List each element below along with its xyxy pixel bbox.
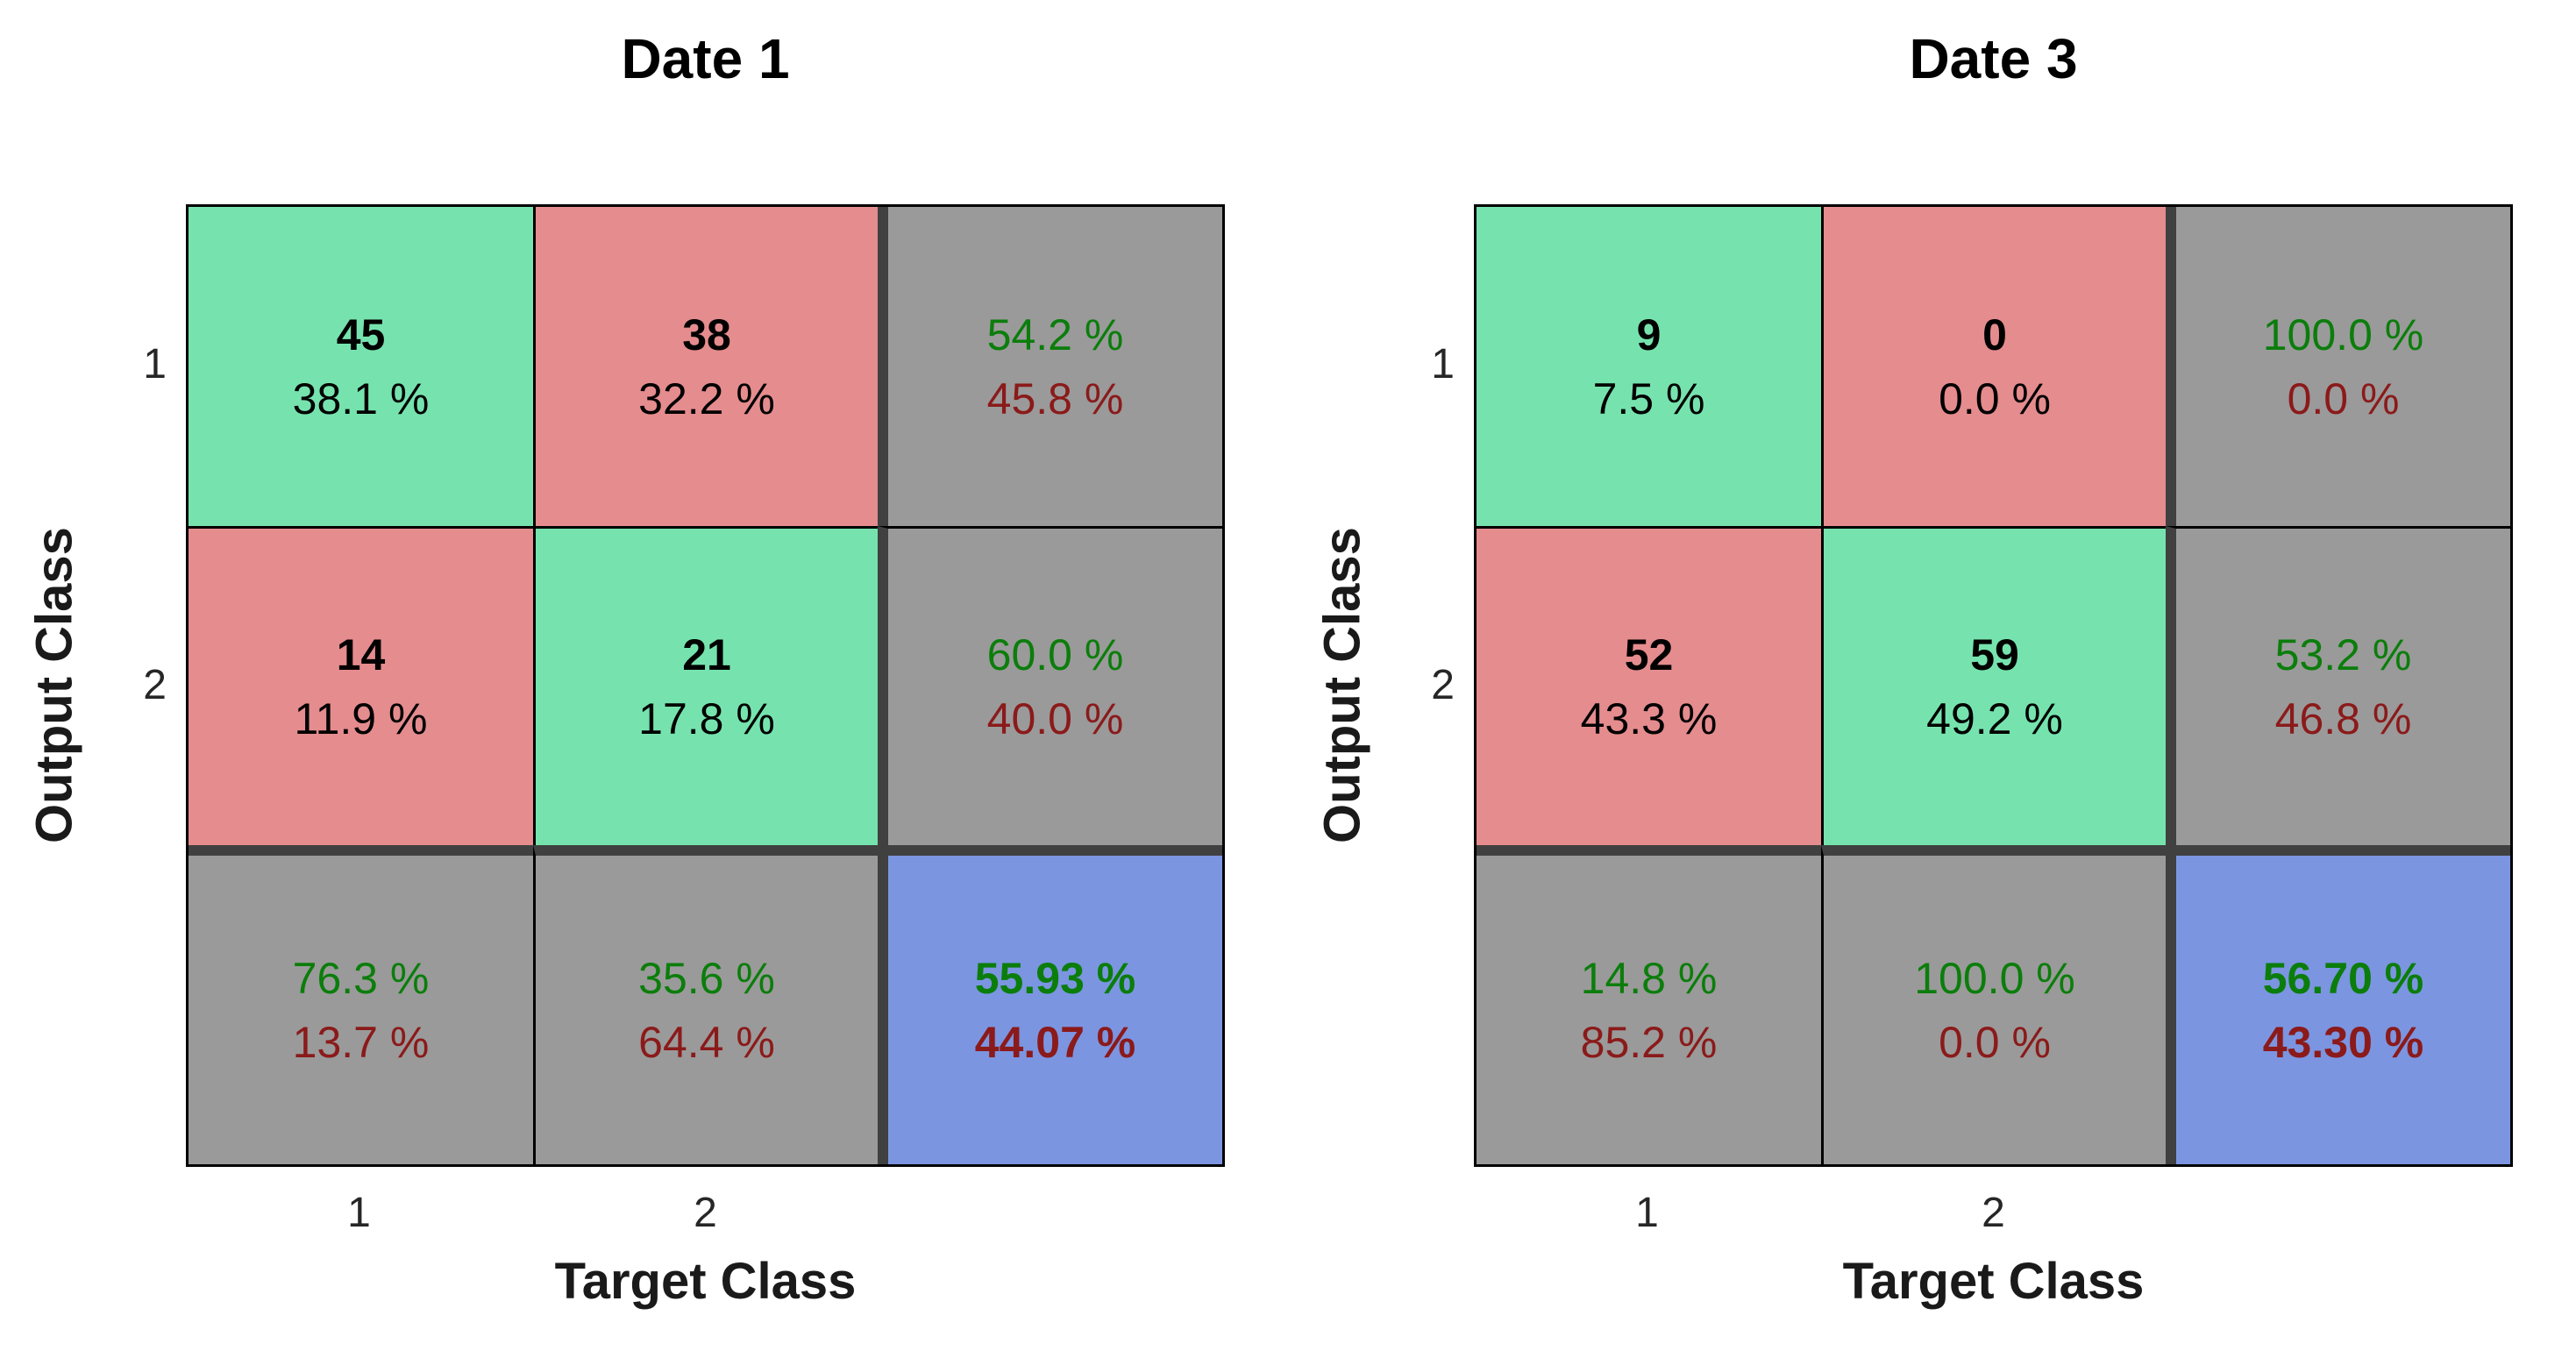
cell-r2-row-summary: 53.2 % 46.8 % — [2166, 526, 2510, 845]
overall-error: 44.07 % — [974, 1017, 1136, 1067]
summary-positive: 53.2 % — [2274, 630, 2412, 679]
summary-negative: 46.8 % — [2274, 694, 2412, 743]
cell-count: 59 — [1970, 630, 2019, 679]
overall-error: 43.30 % — [2262, 1017, 2424, 1067]
summary-negative: 45.8 % — [986, 373, 1124, 423]
cell-percent: 11.9 % — [294, 694, 428, 743]
cell-r1c2-incorrect: 38 32.2 % — [533, 207, 878, 526]
cell-count: 14 — [336, 630, 386, 679]
y-axis-label: Output Class — [25, 527, 83, 844]
confusion-grid: 45 38.1 % 38 32.2 % 54.2 % 45.8 % 14 11.… — [186, 204, 1225, 1167]
summary-positive: 60.0 % — [986, 630, 1124, 679]
y-tick-2: 2 — [143, 662, 167, 708]
summary-positive: 54.2 % — [986, 309, 1124, 359]
x-tick-2: 2 — [694, 1190, 717, 1236]
summary-positive: 35.6 % — [638, 953, 775, 1003]
cell-percent: 43.3 % — [1580, 694, 1718, 743]
y-tick-1: 1 — [1431, 341, 1455, 388]
summary-positive: 100.0 % — [2262, 309, 2424, 359]
cell-percent: 17.8 % — [638, 694, 775, 743]
cell-c2-col-summary: 100.0 % 0.0 % — [1821, 845, 2166, 1164]
summary-negative: 13.7 % — [292, 1017, 430, 1067]
y-tick-2: 2 — [1431, 662, 1455, 708]
overall-accuracy: 56.70 % — [2262, 953, 2424, 1003]
x-tick-2: 2 — [1982, 1190, 2005, 1236]
cell-r2c2-correct: 59 49.2 % — [1821, 526, 2166, 845]
summary-positive: 100.0 % — [1914, 953, 2075, 1003]
panel-title: Date 1 — [621, 27, 790, 90]
y-tick-1: 1 — [143, 341, 167, 388]
cell-c2-col-summary: 35.6 % 64.4 % — [533, 845, 878, 1164]
cell-count: 9 — [1636, 309, 1662, 359]
summary-negative: 40.0 % — [986, 694, 1124, 743]
panel-title: Date 3 — [1909, 27, 2078, 90]
cell-overall-total: 56.70 % 43.30 % — [2166, 845, 2510, 1164]
cell-percent: 0.0 % — [1939, 373, 2051, 423]
confusion-grid: 9 7.5 % 0 0.0 % 100.0 % 0.0 % 52 43.3 % … — [1474, 204, 2513, 1167]
cell-r2c1-incorrect: 52 43.3 % — [1477, 526, 1821, 845]
x-tick-1: 1 — [347, 1190, 371, 1236]
cell-r1-row-summary: 54.2 % 45.8 % — [878, 207, 1222, 526]
cell-count: 38 — [682, 309, 731, 359]
cell-count: 21 — [682, 630, 731, 679]
cell-r2c1-incorrect: 14 11.9 % — [189, 526, 533, 845]
overall-accuracy: 55.93 % — [974, 953, 1136, 1003]
cell-percent: 38.1 % — [292, 373, 430, 423]
cell-count: 0 — [1982, 309, 2007, 359]
cell-r1c1-correct: 9 7.5 % — [1477, 207, 1821, 526]
cell-count: 45 — [336, 309, 386, 359]
summary-positive: 14.8 % — [1580, 953, 1718, 1003]
cell-c1-col-summary: 14.8 % 85.2 % — [1477, 845, 1821, 1164]
x-tick-1: 1 — [1635, 1190, 1659, 1236]
cell-overall-total: 55.93 % 44.07 % — [878, 845, 1222, 1164]
cell-r1c1-correct: 45 38.1 % — [189, 207, 533, 526]
cell-r1c2-incorrect: 0 0.0 % — [1821, 207, 2166, 526]
cell-count: 52 — [1624, 630, 1674, 679]
x-axis-label: Target Class — [1842, 1253, 2145, 1310]
summary-positive: 76.3 % — [292, 953, 430, 1003]
confusion-matrix-panel-date1: Date 1 Output Class 1 2 45 38.1 % 38 32.… — [25, 27, 1225, 1310]
summary-negative: 0.0 % — [1939, 1017, 2051, 1067]
confusion-matrix-panel-date3: Date 3 Output Class 1 2 9 7.5 % 0 0.0 % … — [1288, 0, 2576, 1351]
y-axis-label: Output Class — [1313, 527, 1371, 844]
cell-percent: 7.5 % — [1592, 373, 1705, 423]
summary-negative: 0.0 % — [2287, 373, 2400, 423]
summary-negative: 85.2 % — [1580, 1017, 1718, 1067]
cell-r2-row-summary: 60.0 % 40.0 % — [878, 526, 1222, 845]
cell-r1-row-summary: 100.0 % 0.0 % — [2166, 207, 2510, 526]
summary-negative: 64.4 % — [638, 1017, 775, 1067]
cell-r2c2-correct: 21 17.8 % — [533, 526, 878, 845]
x-axis-label: Target Class — [554, 1253, 857, 1310]
cell-percent: 32.2 % — [638, 373, 775, 423]
cell-c1-col-summary: 76.3 % 13.7 % — [189, 845, 533, 1164]
cell-percent: 49.2 % — [1926, 694, 2063, 743]
